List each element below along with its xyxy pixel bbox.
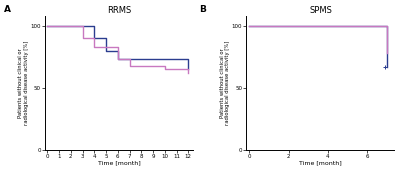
- Title: RRMS: RRMS: [107, 6, 131, 15]
- Y-axis label: Patients without clinical or
radiological disease activity [%]: Patients without clinical or radiologica…: [18, 41, 29, 125]
- Text: B: B: [199, 5, 206, 14]
- X-axis label: Time [month]: Time [month]: [299, 160, 342, 166]
- Title: SPMS: SPMS: [309, 6, 332, 15]
- Y-axis label: Patients without clinical or
radiological disease activity [%]: Patients without clinical or radiologica…: [220, 41, 230, 125]
- Text: A: A: [4, 5, 10, 14]
- X-axis label: Time [month]: Time [month]: [98, 160, 140, 166]
